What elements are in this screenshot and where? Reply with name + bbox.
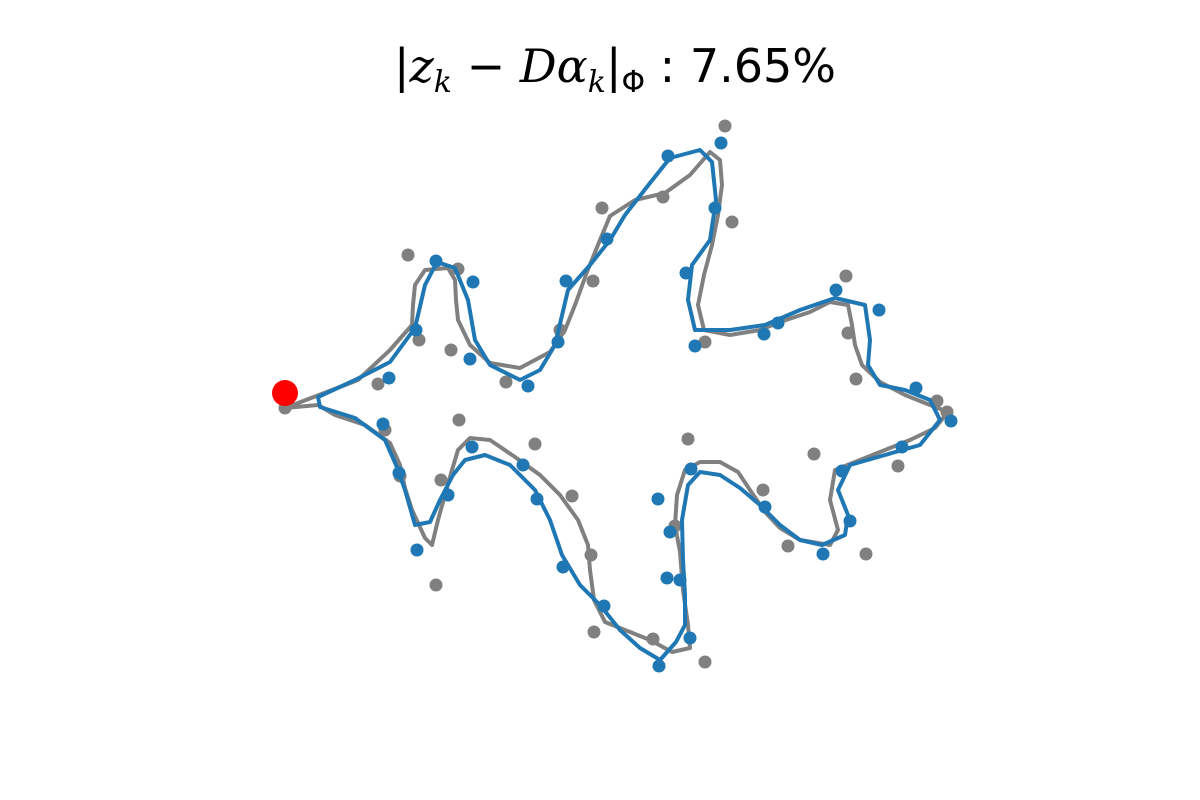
reconstruction-point [688, 339, 702, 353]
target-point [681, 432, 695, 446]
target-point [587, 625, 601, 639]
target-point [434, 473, 448, 487]
reconstruction-point [758, 500, 772, 514]
target-series [278, 119, 954, 669]
target-point [781, 539, 795, 553]
reconstruction-point [429, 254, 443, 268]
target-point [849, 372, 863, 386]
reconstruction-point [441, 488, 455, 502]
target-point [698, 335, 712, 349]
reconstruction-point [559, 274, 573, 288]
reconstruction-point [673, 573, 687, 587]
reconstruction-point [944, 414, 958, 428]
reconstruction-point [556, 560, 570, 574]
target-point [839, 269, 853, 283]
target-point [584, 548, 598, 562]
reconstruction-point [530, 492, 544, 506]
start-point-marker [272, 380, 298, 406]
reconstruction-point [652, 659, 666, 673]
reconstruction-point [651, 492, 665, 506]
target-point [841, 326, 855, 340]
target-point [859, 547, 873, 561]
target-point [807, 447, 821, 461]
target-point [646, 632, 660, 646]
reconstruction-point [872, 303, 886, 317]
reconstruction-point [714, 136, 728, 150]
reconstruction-point [660, 571, 674, 585]
reconstruction-point [463, 352, 477, 366]
title-z: z [409, 39, 435, 93]
reconstruction-point [409, 323, 423, 337]
reconstruction-point [663, 525, 677, 539]
reconstruction-point [521, 379, 535, 393]
reconstruction-point [516, 458, 530, 472]
reconstruction-point [683, 631, 697, 645]
reconstruction-point [551, 335, 565, 349]
target-point [595, 201, 609, 215]
target-point [444, 343, 458, 357]
title-minus: − [452, 39, 520, 93]
reconstruction-point [829, 283, 843, 297]
target-point [401, 248, 415, 262]
target-point [371, 377, 385, 391]
reconstruction-point [661, 149, 675, 163]
reconstruction-point [600, 232, 614, 246]
target-point [499, 375, 513, 389]
reconstruction-curve [316, 148, 942, 662]
plot-area [272, 119, 958, 673]
reconstruction-point [757, 327, 771, 341]
target-point [452, 413, 466, 427]
target-point [565, 489, 579, 503]
reconstruction-point [895, 440, 909, 454]
target-point [429, 578, 443, 592]
reconstruction-point [465, 440, 479, 454]
reconstruction-point [835, 464, 849, 478]
reconstruction-point [708, 201, 722, 215]
reconstruction-point [376, 417, 390, 431]
title-pipe-open: | [394, 39, 410, 94]
reconstruction-point [679, 266, 693, 280]
reconstruction-point [684, 462, 698, 476]
reconstruction-point [410, 543, 424, 557]
target-curve [283, 150, 950, 654]
chart-title: |zk − Dαk|Φ : 7.65% [394, 39, 836, 100]
reconstruction-series [316, 136, 958, 673]
reconstruction-point [909, 381, 923, 395]
reconstruction-point [597, 599, 611, 613]
title-colon: : [645, 39, 690, 93]
reconstruction-point [843, 514, 857, 528]
target-point [891, 459, 905, 473]
title-alpha: α [557, 39, 588, 93]
reconstruction-point [466, 275, 480, 289]
target-point [756, 483, 770, 497]
reconstruction-point [382, 371, 396, 385]
reconstruction-point [392, 466, 406, 480]
title-value: 7.65% [690, 39, 836, 93]
target-point [656, 190, 670, 204]
target-point [725, 215, 739, 229]
target-point [698, 655, 712, 669]
title-sub-k1: k [434, 65, 452, 100]
title-sub-phi: Φ [621, 65, 645, 100]
title-sub-k2: k [588, 65, 606, 100]
target-point [586, 274, 600, 288]
target-point [412, 333, 426, 347]
target-point [718, 119, 732, 133]
target-point [528, 437, 542, 451]
title-pipe-close: | [606, 39, 622, 94]
reconstruction-point [771, 316, 785, 330]
reconstruction-point [816, 547, 830, 561]
title-d: D [519, 39, 557, 93]
